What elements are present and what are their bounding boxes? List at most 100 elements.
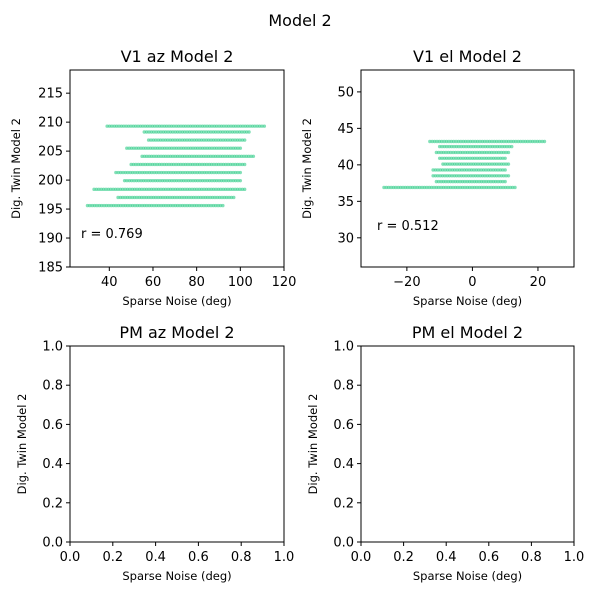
scatter-point [451,150,455,155]
scatter-point [153,178,157,183]
scatter-point [223,154,227,159]
scatter-point [114,170,118,175]
scatter-point [127,146,131,150]
scatter-point [231,187,235,192]
scatter-point [179,162,183,167]
scatter-point [129,146,134,150]
scatter-point [508,185,512,190]
scatter-point [118,187,123,192]
scatter-point [190,203,194,208]
scatter-point [200,162,204,167]
scatter-point [206,138,211,142]
scatter-point [240,162,245,167]
scatter-point [165,178,169,183]
scatter-point [144,195,149,200]
scatter-point [172,146,176,150]
y-tick-label: 0.6 [42,418,63,433]
scatter-point [199,154,203,159]
scatter-point [505,144,509,149]
scatter-point [470,185,474,190]
scatter-point [141,124,145,128]
scatter-point [138,162,143,167]
scatter-point [231,162,235,167]
y-tick-label: 185 [38,261,63,276]
scatter-point [253,124,257,128]
scatter-point [203,146,207,150]
scatter-point [140,187,144,192]
scatter-point [420,185,424,190]
scatter-point [174,170,178,175]
scatter-point [237,130,242,134]
scatter-point [114,124,119,128]
scatter-point [202,170,207,175]
scatter-point [518,139,523,144]
scatter-point [481,144,485,149]
scatter-point [455,162,459,166]
scatter-point [231,170,235,175]
scatter-point [90,203,94,208]
scatter-point [238,146,243,150]
scatter-point [243,124,247,128]
scatter-point [242,138,247,142]
scatter-point [193,162,197,167]
scatter-point [472,185,477,190]
scatter-point [441,162,445,166]
scatter-point [146,138,151,142]
x-tick-label: 120 [272,275,297,290]
scatter-point [502,144,507,149]
scatter-point [184,146,188,150]
scatter-point [485,150,489,155]
scatter-point [176,162,181,167]
scatter-point [463,150,467,155]
scatter-point [147,170,152,175]
scatter-point [443,162,447,166]
scatter-point [150,124,155,128]
scatter-point [463,179,467,184]
scatter-point [207,124,212,128]
scatter-point [229,124,233,128]
scatter-point [209,130,213,134]
scatter-point [466,144,471,149]
subplot-3: 0.0 0.2 0.4 0.6 0.8 1.0 0.0 0.2 0.4 0.6 0.8 1.0 PM a… [15,323,294,583]
scatter-point [167,162,171,167]
scatter-point [134,124,138,128]
scatter-point [137,178,141,183]
scatter-point [486,168,491,172]
scatter-point [226,187,230,192]
scatter-point [147,187,151,192]
scatter-point [100,203,104,208]
scatter-point [197,187,201,192]
scatter-point [217,170,221,175]
figure-suptitle: Model 2 [268,11,331,30]
scatter-point [476,174,480,178]
scatter-point [155,178,160,183]
scatter-point [136,146,141,150]
scatter-point [490,174,494,178]
scatter-point [158,146,162,150]
x-tick-label: 0.0 [351,550,372,565]
scatter-point [510,185,515,190]
scatter-point [235,130,239,134]
y-tick-label: 200 [38,174,63,189]
scatter-point [238,178,243,183]
scatter-point [162,162,166,167]
scatter-point [445,174,449,178]
scatter-point [149,130,154,134]
scatter-point [123,187,127,192]
scatter-point [146,162,150,167]
scatter-point [230,154,234,159]
scatter-point [170,178,174,183]
scatter-point [494,156,498,160]
scatter-point [478,162,483,166]
scatter-point [97,203,102,208]
x-axis-label: Sparse Noise (deg) [122,294,231,308]
scatter-point [160,178,165,183]
scatter-point [123,195,127,200]
scatter-point [509,139,513,144]
scatter-point [480,174,485,178]
scatter-point [501,150,506,155]
scatter-point [538,139,542,144]
scatter-point [166,203,170,208]
scatter-point [446,185,450,190]
correlation-annotation: r = 0.512 [377,219,439,234]
